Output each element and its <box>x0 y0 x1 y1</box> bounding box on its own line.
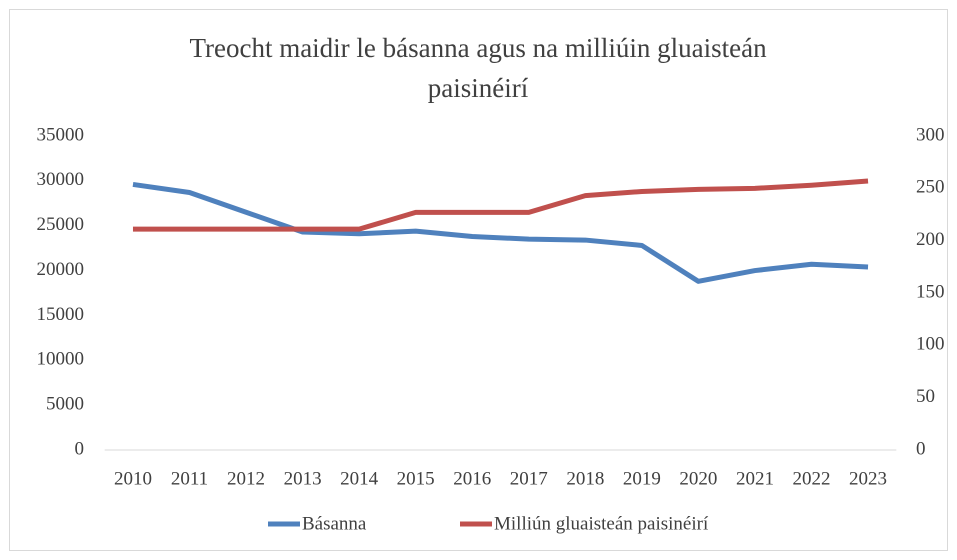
chart-title: Treocht maidir le básanna agus na milliú… <box>189 33 767 103</box>
legend-label: Básanna <box>302 513 367 534</box>
x-tick-label: 2019 <box>623 468 661 489</box>
x-tick-label: 2010 <box>114 468 152 489</box>
x-tick-label: 2015 <box>397 468 435 489</box>
x-tick-label: 2020 <box>679 468 717 489</box>
y-tick-label: 35000 <box>37 124 85 145</box>
y2-tick-label: 0 <box>916 438 926 459</box>
y2-tick-label: 100 <box>916 334 945 355</box>
chart-border <box>9 9 948 551</box>
x-tick-label: 2016 <box>453 468 491 489</box>
y-tick-label: 30000 <box>37 169 85 190</box>
y2-tick-label: 150 <box>916 281 945 302</box>
x-tick-label: 2021 <box>736 468 774 489</box>
y2-tick-label: 250 <box>916 177 945 198</box>
x-tick-label: 2012 <box>227 468 265 489</box>
y2-tick-label: 50 <box>916 386 935 407</box>
x-tick-label: 2013 <box>284 468 322 489</box>
y-tick-label: 10000 <box>37 349 85 370</box>
x-tick-label: 2017 <box>510 468 548 489</box>
line-series <box>132 181 869 284</box>
y-tick-label: 5000 <box>46 394 84 415</box>
y2-tick-label: 300 <box>916 124 945 145</box>
x-tick-label: 2014 <box>340 468 379 489</box>
y2-tick-label: 200 <box>916 229 945 250</box>
y-tick-label: 15000 <box>37 304 85 325</box>
y-tick-label: 20000 <box>37 259 85 280</box>
x-tick-label: 2018 <box>566 468 604 489</box>
legend-label: Milliún gluaisteán paisinéirí <box>494 513 709 534</box>
x-tick-label: 2023 <box>849 468 887 489</box>
y-tick-label: 25000 <box>37 214 85 235</box>
y-tick-label: 0 <box>75 438 85 459</box>
x-tick-label: 2022 <box>792 468 830 489</box>
line-series <box>132 178 869 232</box>
x-tick-label: 2011 <box>171 468 208 489</box>
